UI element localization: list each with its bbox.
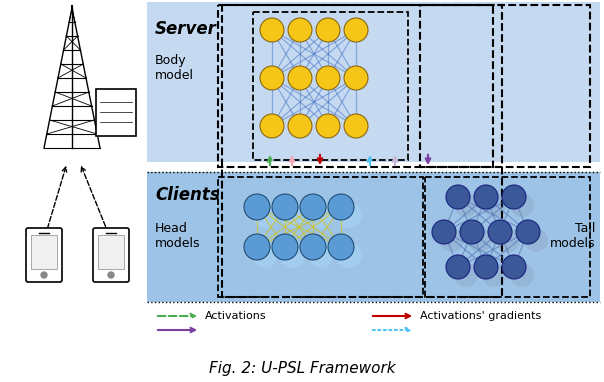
Circle shape — [474, 185, 498, 209]
Circle shape — [440, 228, 464, 252]
Circle shape — [446, 185, 470, 209]
Circle shape — [316, 18, 340, 42]
Circle shape — [272, 234, 298, 260]
Circle shape — [432, 220, 456, 244]
Circle shape — [288, 18, 312, 42]
Text: Activations' gradients: Activations' gradients — [420, 311, 541, 321]
FancyBboxPatch shape — [147, 172, 600, 302]
Circle shape — [252, 242, 278, 268]
Circle shape — [316, 114, 340, 138]
Circle shape — [468, 228, 492, 252]
Circle shape — [328, 234, 354, 260]
Text: Clients: Clients — [155, 186, 220, 204]
Circle shape — [108, 272, 114, 278]
Text: Body
model: Body model — [155, 54, 194, 82]
Circle shape — [510, 263, 534, 287]
Circle shape — [300, 234, 326, 260]
FancyBboxPatch shape — [93, 228, 129, 282]
Circle shape — [482, 263, 506, 287]
Text: Fig. 2: U-PSL Framework: Fig. 2: U-PSL Framework — [209, 361, 395, 376]
Circle shape — [252, 202, 278, 228]
Circle shape — [260, 114, 284, 138]
Circle shape — [288, 114, 312, 138]
Circle shape — [280, 202, 306, 228]
Circle shape — [316, 66, 340, 90]
Circle shape — [260, 66, 284, 90]
Circle shape — [244, 234, 270, 260]
FancyBboxPatch shape — [26, 228, 62, 282]
Circle shape — [496, 228, 520, 252]
Circle shape — [41, 272, 47, 278]
Circle shape — [308, 242, 334, 268]
FancyBboxPatch shape — [31, 235, 57, 269]
Circle shape — [300, 194, 326, 220]
Circle shape — [460, 220, 484, 244]
Circle shape — [502, 185, 526, 209]
Circle shape — [524, 228, 548, 252]
Circle shape — [454, 263, 478, 287]
Circle shape — [308, 202, 334, 228]
Circle shape — [272, 194, 298, 220]
Circle shape — [502, 255, 526, 279]
Text: Head
models: Head models — [155, 222, 201, 250]
Circle shape — [336, 202, 362, 228]
Circle shape — [474, 255, 498, 279]
Circle shape — [344, 18, 368, 42]
Circle shape — [288, 66, 312, 90]
FancyBboxPatch shape — [147, 2, 600, 162]
Circle shape — [344, 66, 368, 90]
Circle shape — [516, 220, 540, 244]
Text: Activations: Activations — [205, 311, 266, 321]
Circle shape — [344, 114, 368, 138]
FancyBboxPatch shape — [96, 89, 136, 136]
Circle shape — [488, 220, 512, 244]
Circle shape — [244, 194, 270, 220]
Circle shape — [482, 193, 506, 217]
Circle shape — [260, 18, 284, 42]
Circle shape — [454, 193, 478, 217]
FancyBboxPatch shape — [98, 235, 124, 269]
Text: Tail
models: Tail models — [550, 222, 595, 250]
Circle shape — [510, 193, 534, 217]
Circle shape — [280, 242, 306, 268]
Circle shape — [336, 242, 362, 268]
Circle shape — [446, 255, 470, 279]
Circle shape — [328, 194, 354, 220]
Text: Server: Server — [155, 20, 217, 38]
